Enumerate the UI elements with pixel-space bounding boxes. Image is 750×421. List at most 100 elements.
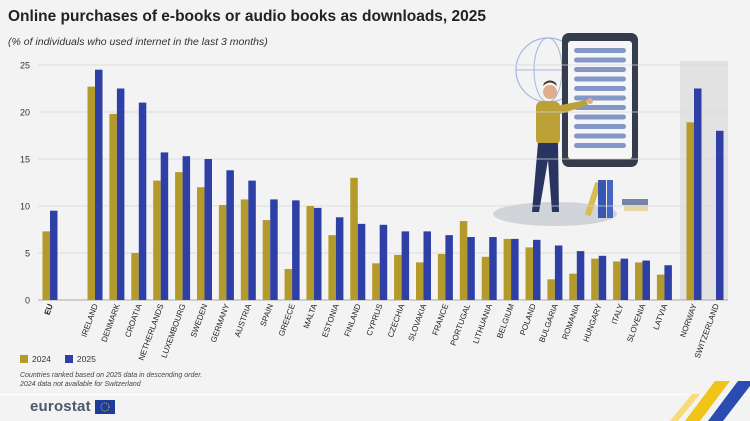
x-tick-label: ESTONIA bbox=[320, 302, 341, 339]
bar-2025-estonia bbox=[335, 217, 344, 300]
bar-2025-germany bbox=[226, 170, 234, 300]
book-spine bbox=[574, 67, 626, 72]
book-flat-2 bbox=[624, 205, 648, 211]
y-tick-label: 0 bbox=[25, 296, 30, 306]
x-tick-label: CYPRUS bbox=[365, 303, 385, 337]
bar-2024-estonia bbox=[328, 235, 336, 300]
bar-2024-portugal bbox=[459, 221, 468, 300]
bar-2025-hungary bbox=[598, 255, 607, 300]
book-spine bbox=[574, 133, 626, 139]
bar-2024-sweden bbox=[197, 187, 205, 300]
bar-2024-belgium bbox=[503, 238, 512, 300]
x-tick-label: BULGARIA bbox=[537, 302, 560, 344]
x-tick-label: SPAIN bbox=[259, 302, 276, 327]
eurostat-logo: eurostat bbox=[30, 398, 115, 415]
person-arm bbox=[556, 100, 588, 114]
x-tick-label: CROATIA bbox=[123, 302, 144, 339]
x-tick-label: MALTA bbox=[302, 302, 319, 330]
y-axis-ticks: 0 5 10 15 20 25 bbox=[20, 61, 30, 306]
bar-2024-romania bbox=[569, 273, 577, 300]
chart-notes: Countries ranked based on 2025 data in d… bbox=[20, 371, 202, 389]
bar-2025-poland bbox=[533, 239, 541, 300]
bar-2024-lithuania bbox=[481, 256, 490, 300]
footer-divider bbox=[0, 394, 750, 395]
chart-subtitle: (% of individuals who used internet in t… bbox=[8, 36, 268, 48]
bar-2025-malta bbox=[314, 207, 322, 300]
x-tick-label: ITALY bbox=[610, 302, 626, 325]
bar-2024-ireland bbox=[87, 86, 95, 301]
person-hair bbox=[543, 80, 557, 86]
person-legs bbox=[532, 143, 559, 212]
y-tick-label: 20 bbox=[20, 108, 30, 118]
bar-2025-netherlands bbox=[160, 152, 169, 300]
book-spine bbox=[574, 105, 626, 110]
bar-2025-switzerland bbox=[716, 130, 724, 300]
legend-label-2025: 2025 bbox=[76, 354, 96, 364]
bars bbox=[42, 69, 724, 301]
x-tick-label: SWEDEN bbox=[189, 302, 210, 338]
bar-2025-croatia bbox=[138, 102, 147, 300]
bar-2025-ireland bbox=[95, 69, 103, 300]
bar-2024-latvia bbox=[656, 274, 665, 300]
bar-2025-norway bbox=[694, 88, 702, 300]
x-tick-label: LUXEMBOURG bbox=[160, 303, 188, 360]
bar-2025-slovenia bbox=[642, 260, 650, 300]
note-switzerland: 2024 data not available for Switzerland bbox=[20, 381, 141, 388]
book-spine bbox=[574, 114, 626, 120]
x-tick-label: EU bbox=[43, 302, 55, 316]
bar-2024-greece bbox=[284, 268, 293, 300]
bar-2025-austria bbox=[248, 180, 256, 300]
y-tick-label: 25 bbox=[20, 61, 30, 71]
legend-item-2024: 2024 bbox=[20, 354, 51, 364]
x-tick-label: LITHUANIA bbox=[471, 302, 494, 345]
book-spine bbox=[574, 76, 626, 82]
x-tick-label: PORTUGAL bbox=[449, 302, 473, 347]
x-tick-label: IRELAND bbox=[80, 302, 100, 338]
x-tick-label: BELGIUM bbox=[495, 302, 516, 339]
x-tick-label: DENMARK bbox=[100, 302, 122, 343]
bar-2024-eu bbox=[42, 231, 50, 300]
x-tick-label: FINLAND bbox=[343, 302, 363, 337]
chart-title: Online purchases of e-books or audio boo… bbox=[8, 8, 487, 25]
bar-2024-denmark bbox=[109, 113, 117, 300]
book-small-1 bbox=[584, 181, 602, 217]
bar-2025-finland bbox=[357, 223, 366, 300]
book-spine bbox=[574, 57, 626, 63]
bar-2024-croatia bbox=[131, 253, 139, 300]
bar-2025-france bbox=[445, 235, 453, 300]
corner-decoration-icon bbox=[670, 381, 750, 421]
book-spine bbox=[574, 86, 626, 91]
legend-swatch-2025 bbox=[64, 355, 73, 363]
bar-2025-bulgaria bbox=[554, 245, 563, 300]
y-tick-label: 15 bbox=[20, 155, 30, 165]
book-small-3 bbox=[607, 180, 613, 218]
bar-2025-romania bbox=[576, 251, 585, 300]
bar-2024-poland bbox=[525, 247, 533, 300]
logo-text: eurostat bbox=[30, 398, 91, 415]
legend-label-2024: 2024 bbox=[32, 354, 51, 364]
book-spine bbox=[574, 95, 626, 101]
x-tick-label: HUNGARY bbox=[581, 302, 603, 343]
person-head bbox=[543, 85, 557, 99]
legend: 2024 2025 bbox=[20, 354, 96, 364]
bar-2025-latvia bbox=[664, 265, 672, 300]
x-tick-label: GREECE bbox=[277, 303, 297, 338]
note-ranking: Countries ranked based on 2025 data in d… bbox=[20, 372, 203, 379]
person-torso bbox=[536, 101, 560, 145]
bar-2025-sweden bbox=[204, 159, 212, 300]
bar-2024-germany bbox=[218, 205, 227, 300]
bar-2025-eu bbox=[50, 210, 58, 300]
tablet-illustration-icon bbox=[493, 33, 648, 226]
bar-2024-cyprus bbox=[372, 263, 380, 300]
bar-2025-luxembourg bbox=[182, 156, 191, 300]
bar-2024-finland bbox=[350, 177, 358, 300]
bar-2025-italy bbox=[620, 258, 629, 300]
book-spine bbox=[574, 143, 626, 148]
bar-2024-slovenia bbox=[635, 262, 643, 300]
eu-flag-icon bbox=[94, 399, 115, 414]
x-tick-label: SLOVENIA bbox=[625, 302, 647, 343]
bar-2025-spain bbox=[270, 199, 278, 300]
bar-2025-portugal bbox=[467, 237, 475, 300]
illustration-reader bbox=[493, 33, 728, 300]
